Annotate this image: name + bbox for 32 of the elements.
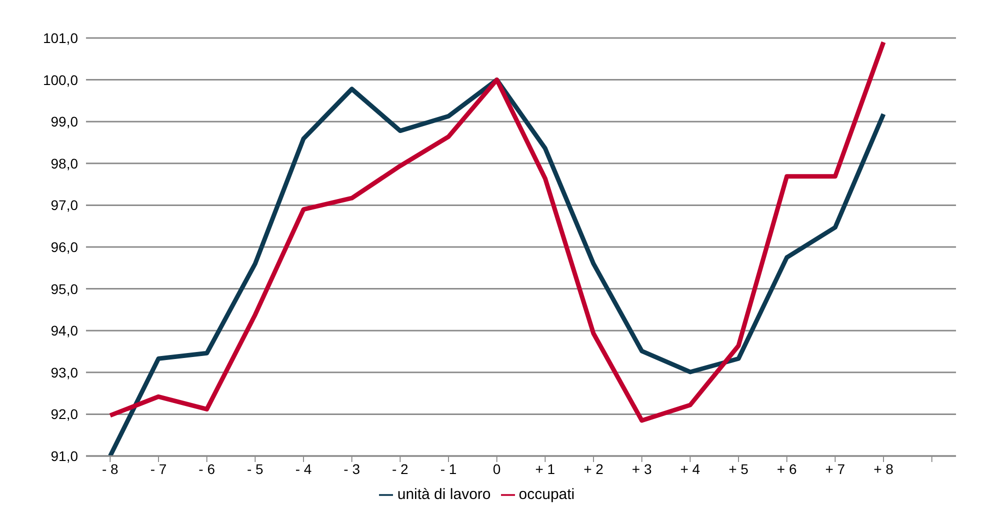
legend-label: occupati xyxy=(518,486,575,503)
x-tick-label: 0 xyxy=(492,460,501,477)
x-tick-label: - 8 xyxy=(102,460,119,477)
x-tick-label: - 5 xyxy=(246,460,264,477)
line-series xyxy=(108,40,886,423)
y-tick-label: 97,0 xyxy=(50,197,78,214)
x-tick-label: + 8 xyxy=(874,460,894,477)
x-tick-label: - 2 xyxy=(392,460,409,477)
x-tick-label: + 6 xyxy=(776,460,797,477)
y-tick-label: 99,0 xyxy=(50,114,78,130)
x-tick-label: + 3 xyxy=(632,460,652,477)
x-tick-label: - 3 xyxy=(344,460,360,477)
x-tick-label: - 6 xyxy=(198,460,216,477)
line-series xyxy=(108,78,886,456)
y-tick-label: 95,0 xyxy=(50,280,78,297)
x-tick-label: + 4 xyxy=(680,460,700,477)
legend-label: unità di lavoro xyxy=(397,486,491,503)
y-tick-label: 100,0 xyxy=(42,72,78,88)
x-tick-label: + 1 xyxy=(535,460,556,477)
y-tick-label: 91,0 xyxy=(50,448,78,464)
y-tick-label: 101,0 xyxy=(42,30,78,46)
x-tick-label: + 2 xyxy=(584,460,604,477)
y-tick-label: 93,0 xyxy=(50,364,78,380)
y-tick-label: 98,0 xyxy=(50,155,78,172)
x-tick-label: - 1 xyxy=(440,460,457,477)
x-tick-label: - 7 xyxy=(150,460,167,477)
x-tick-label: + 5 xyxy=(728,460,749,477)
y-tick-label: 94,0 xyxy=(50,322,78,339)
y-tick-label: 96,0 xyxy=(50,238,78,255)
x-tick-label: + 7 xyxy=(825,460,846,477)
y-tick-label: 92,0 xyxy=(50,406,78,422)
x-tick-label: - 4 xyxy=(295,460,312,477)
